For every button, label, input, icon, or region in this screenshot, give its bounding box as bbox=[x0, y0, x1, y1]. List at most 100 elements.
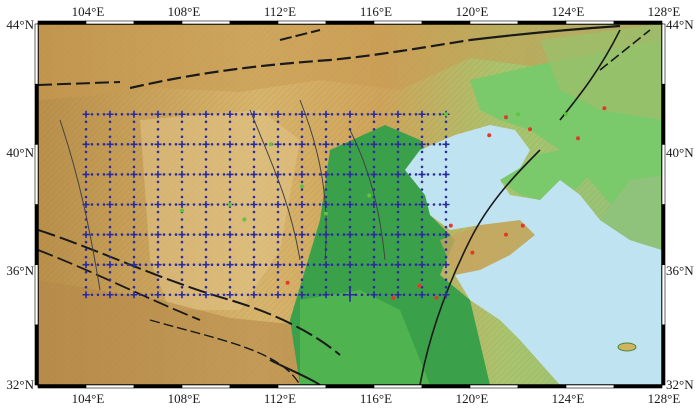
station-dot bbox=[138, 203, 142, 206]
station-dot bbox=[336, 173, 340, 176]
bohai-yellow-sea bbox=[405, 125, 662, 385]
station-cross bbox=[154, 231, 162, 239]
station-dot bbox=[156, 128, 160, 131]
station-dot bbox=[162, 293, 166, 297]
station-dot bbox=[168, 263, 172, 267]
station-dot bbox=[264, 263, 268, 267]
station-dot bbox=[300, 285, 304, 289]
station-dot bbox=[108, 128, 112, 131]
station-dot bbox=[192, 113, 196, 116]
station-dot bbox=[420, 135, 424, 139]
station-dot bbox=[252, 135, 256, 139]
station-dot bbox=[396, 225, 400, 229]
station-green bbox=[300, 184, 304, 189]
station-dot bbox=[312, 203, 316, 206]
station-dot bbox=[210, 263, 214, 267]
station-dot bbox=[180, 240, 184, 244]
station-dot bbox=[198, 143, 202, 146]
station-dot bbox=[276, 150, 280, 154]
station-dot bbox=[444, 180, 448, 184]
station-dot bbox=[198, 203, 202, 206]
lat-label-40-right: 40°N bbox=[666, 145, 694, 160]
station-dot bbox=[390, 173, 394, 176]
station-dot bbox=[300, 180, 304, 184]
station-dot bbox=[192, 293, 196, 297]
station-cross bbox=[178, 110, 186, 118]
station-dot bbox=[108, 158, 112, 161]
station-dot bbox=[300, 128, 304, 131]
station-cross bbox=[370, 291, 378, 299]
station-dot bbox=[228, 248, 232, 251]
station-dot bbox=[282, 263, 286, 267]
station-dot bbox=[186, 113, 190, 116]
frame-tick-top bbox=[133, 20, 183, 25]
station-dot bbox=[378, 113, 382, 116]
station-dot bbox=[270, 293, 274, 297]
station-cross bbox=[250, 110, 258, 118]
station-dot bbox=[222, 113, 226, 116]
station-dot bbox=[402, 113, 406, 116]
station-dot bbox=[258, 143, 262, 146]
station-dot bbox=[168, 173, 172, 176]
station-cross bbox=[82, 170, 90, 178]
station-dot bbox=[384, 233, 388, 236]
station-dot bbox=[348, 135, 352, 139]
station-dot bbox=[414, 143, 418, 146]
station-dot bbox=[180, 278, 184, 282]
station-dot bbox=[108, 240, 112, 244]
station-cross bbox=[322, 261, 330, 269]
station-dot bbox=[174, 173, 178, 176]
station-dot bbox=[354, 203, 358, 206]
station-dot bbox=[336, 293, 340, 297]
station-dot bbox=[252, 195, 256, 199]
lon-label-104-bottom: 104°E bbox=[72, 391, 105, 406]
station-dot bbox=[300, 255, 304, 259]
frame-tick-bottom bbox=[85, 384, 135, 389]
station-cross bbox=[178, 291, 186, 299]
station-dot bbox=[234, 113, 238, 116]
frame-tick-top bbox=[229, 20, 279, 25]
station-cross bbox=[370, 201, 378, 208]
station-dot bbox=[132, 158, 136, 161]
station-dot bbox=[246, 293, 250, 297]
station-dot bbox=[420, 255, 424, 259]
station-dot bbox=[396, 210, 400, 214]
station-dot bbox=[132, 270, 136, 274]
station-dot bbox=[144, 113, 148, 116]
station-cross bbox=[346, 170, 354, 178]
frame-tick-left bbox=[34, 264, 39, 326]
station-dot bbox=[132, 188, 136, 191]
station-dot bbox=[108, 255, 112, 259]
station-dot bbox=[276, 188, 280, 191]
station-dot bbox=[294, 113, 298, 116]
station-dot bbox=[372, 240, 376, 244]
station-dot bbox=[318, 293, 322, 297]
station-dot bbox=[246, 233, 250, 236]
frame-tick-bottom bbox=[181, 384, 231, 389]
station-dot bbox=[348, 158, 352, 161]
station-dot bbox=[312, 233, 316, 236]
station-dot bbox=[204, 218, 208, 221]
station-dot bbox=[108, 165, 112, 169]
station-dot bbox=[132, 278, 136, 282]
station-dot bbox=[306, 143, 310, 146]
station-dot bbox=[252, 270, 256, 274]
lon-labels-bottom: 104°E 108°E 112°E 116°E 120°E 124°E 128°… bbox=[72, 391, 681, 406]
station-dot bbox=[150, 293, 154, 297]
station-dot bbox=[276, 278, 280, 282]
station-dot bbox=[372, 285, 376, 289]
station-dot bbox=[264, 293, 268, 297]
station-dot bbox=[384, 263, 388, 267]
station-dot bbox=[126, 113, 130, 116]
lon-label-128-bottom: 128°E bbox=[648, 391, 681, 406]
station-dot bbox=[198, 263, 202, 267]
station-dot bbox=[300, 218, 304, 221]
station-red bbox=[470, 250, 475, 255]
station-dot bbox=[396, 120, 400, 124]
station-dot bbox=[384, 173, 388, 176]
station-cross bbox=[442, 170, 450, 178]
station-dot bbox=[204, 158, 208, 161]
station-dot bbox=[210, 173, 214, 176]
station-dot bbox=[150, 173, 154, 176]
station-dot bbox=[300, 188, 304, 191]
